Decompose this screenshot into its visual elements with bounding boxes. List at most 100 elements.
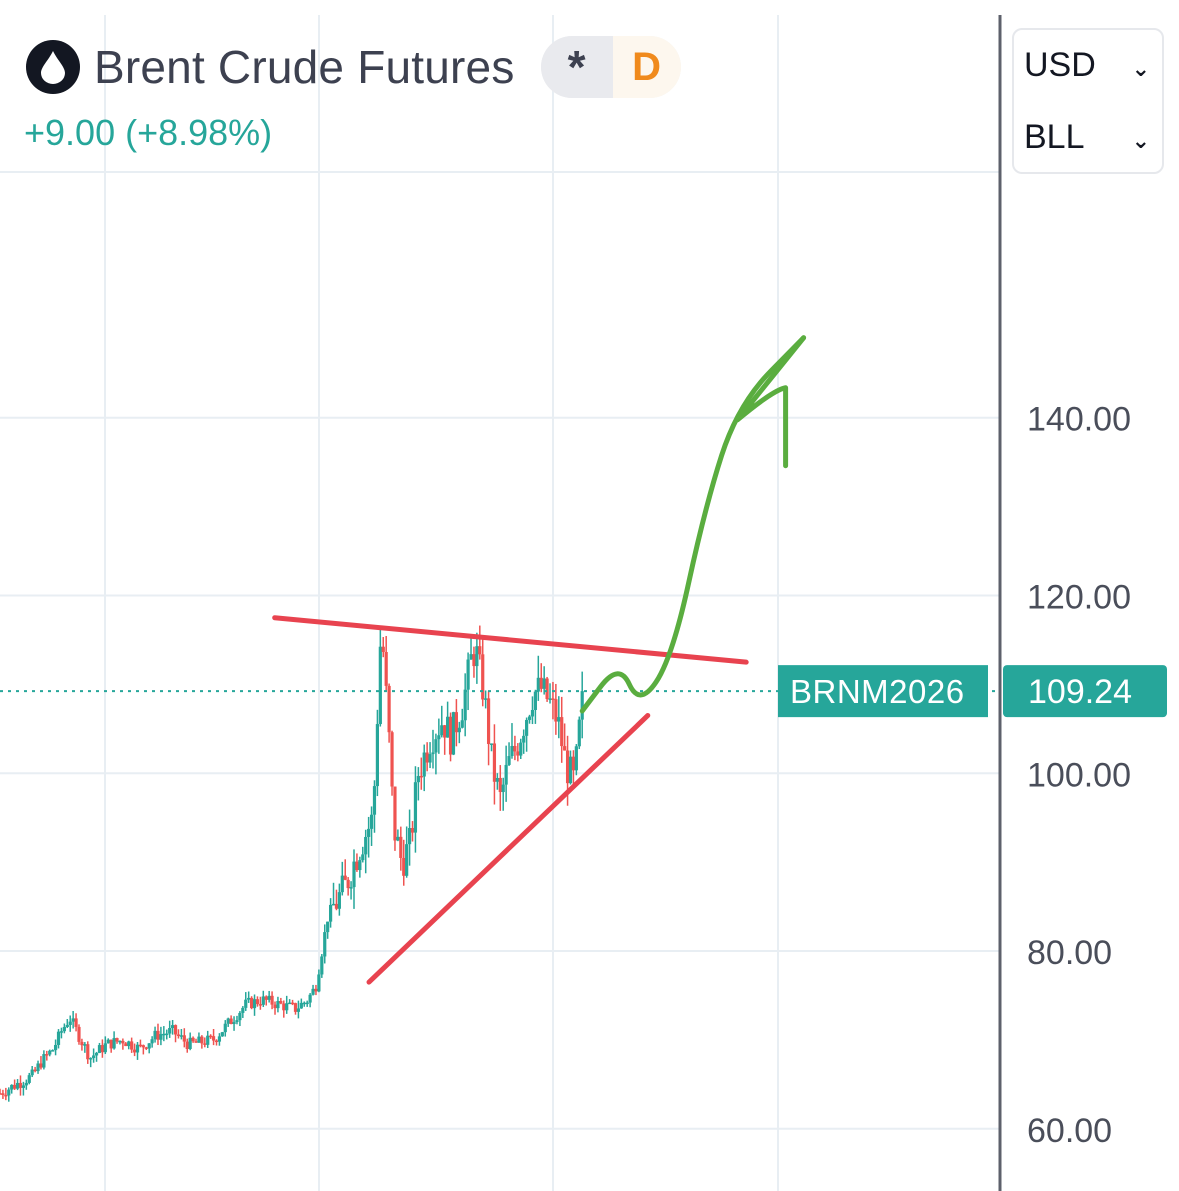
candle-body [355, 861, 359, 871]
candle-body [21, 1085, 26, 1088]
candle-body [130, 1041, 134, 1050]
annotations [272, 335, 807, 985]
candle-body [334, 903, 339, 909]
candle-body [4, 1094, 8, 1097]
candle-body [27, 1075, 31, 1083]
price-change: +9.00 (+8.98%) [24, 112, 273, 153]
candle-body [168, 1028, 172, 1034]
unit-selectors: USD ⌄ BLL ⌄ [1012, 28, 1164, 174]
candle-body [580, 691, 584, 720]
candle-body [551, 698, 555, 700]
chart-header: Brent Crude Futures * D [26, 36, 681, 98]
candle-body [513, 745, 517, 752]
candle-body [273, 1004, 277, 1009]
candle-body [358, 860, 362, 871]
candle-body [410, 828, 415, 833]
candle-body [261, 996, 265, 1005]
candle-body [121, 1040, 125, 1044]
candle-body [364, 836, 368, 855]
candle-body [437, 735, 441, 740]
candle-body [276, 1001, 280, 1009]
candle-body [402, 857, 406, 876]
candle-body [150, 1039, 154, 1044]
candle-body [323, 932, 327, 957]
candle-body [369, 814, 374, 829]
candle-body [460, 720, 464, 728]
chevron-down-icon[interactable]: ⌄ [1131, 56, 1150, 81]
candle-body [519, 742, 523, 756]
candle-body [24, 1082, 28, 1086]
candle-body [127, 1041, 131, 1047]
candle-body [89, 1058, 93, 1060]
candle-body [568, 756, 573, 784]
candle-body [431, 752, 435, 755]
symbol-title[interactable]: Brent Crude Futures [94, 41, 515, 93]
candle-body [179, 1035, 183, 1037]
candle-body [498, 777, 502, 793]
candle-body [39, 1063, 43, 1068]
candle-body [1, 1093, 5, 1095]
candle-body [545, 678, 549, 700]
candle-body [346, 879, 350, 889]
candle-body [317, 974, 321, 992]
candle-body [352, 861, 356, 888]
candle-body [10, 1084, 14, 1090]
candle-body [109, 1039, 113, 1049]
candle-body [361, 854, 365, 861]
forecast-arrow[interactable] [579, 335, 807, 714]
candle-body [557, 717, 561, 722]
oil-drop-icon [26, 40, 80, 94]
y-tick-label: 140.00 [1027, 401, 1131, 439]
candle-body [30, 1069, 34, 1076]
candle-body [42, 1054, 46, 1068]
candle-body [138, 1044, 143, 1047]
candle-body [51, 1050, 55, 1052]
candle-body [571, 756, 576, 771]
candle-body [340, 875, 344, 893]
candle-body [381, 646, 385, 652]
candle-body [375, 724, 380, 787]
asterisk-badge[interactable]: * [540, 36, 613, 98]
candle-body [308, 994, 312, 1003]
candle-body [106, 1039, 110, 1044]
interval-badge[interactable]: D [612, 36, 681, 98]
candle-body [539, 677, 543, 689]
candle-body [162, 1033, 166, 1036]
candle-body [504, 764, 508, 785]
candle-body [554, 699, 558, 722]
currency-select[interactable]: USD [1024, 46, 1096, 84]
candle-body [112, 1038, 116, 1049]
candle-body [574, 746, 578, 771]
chart-grid [0, 15, 1000, 1191]
candle-body [171, 1025, 175, 1029]
candle-body [530, 709, 535, 717]
candle-body [255, 999, 260, 1005]
candle-body [71, 1018, 75, 1022]
candle-body [282, 1003, 286, 1011]
candle-body [238, 1012, 242, 1021]
candle-body [141, 1045, 145, 1048]
symbol-tag: BRNM2026 [790, 673, 965, 710]
symbol-badges: * D [540, 36, 681, 98]
candle-body [247, 997, 251, 1000]
unit-select[interactable]: BLL [1024, 118, 1085, 156]
price-axis[interactable]: 60.00 80.00 100.00 120.00 140.00 [1027, 401, 1131, 1150]
candle-body [293, 1003, 298, 1012]
candle-body [226, 1018, 230, 1024]
candle-body [484, 698, 488, 700]
candle-body [288, 1002, 292, 1005]
chevron-down-icon[interactable]: ⌄ [1131, 128, 1150, 153]
candle-body [223, 1023, 227, 1033]
candle-body [68, 1021, 72, 1025]
candle-body [296, 1008, 301, 1012]
candle-body [65, 1024, 69, 1027]
candle-body [185, 1041, 189, 1049]
candle-body [209, 1035, 213, 1038]
trendline[interactable] [366, 712, 651, 985]
candle-body [337, 892, 341, 909]
candle-body [103, 1043, 107, 1053]
candle-body [264, 996, 268, 1000]
candle-body [62, 1026, 66, 1032]
candle-body [197, 1036, 201, 1043]
